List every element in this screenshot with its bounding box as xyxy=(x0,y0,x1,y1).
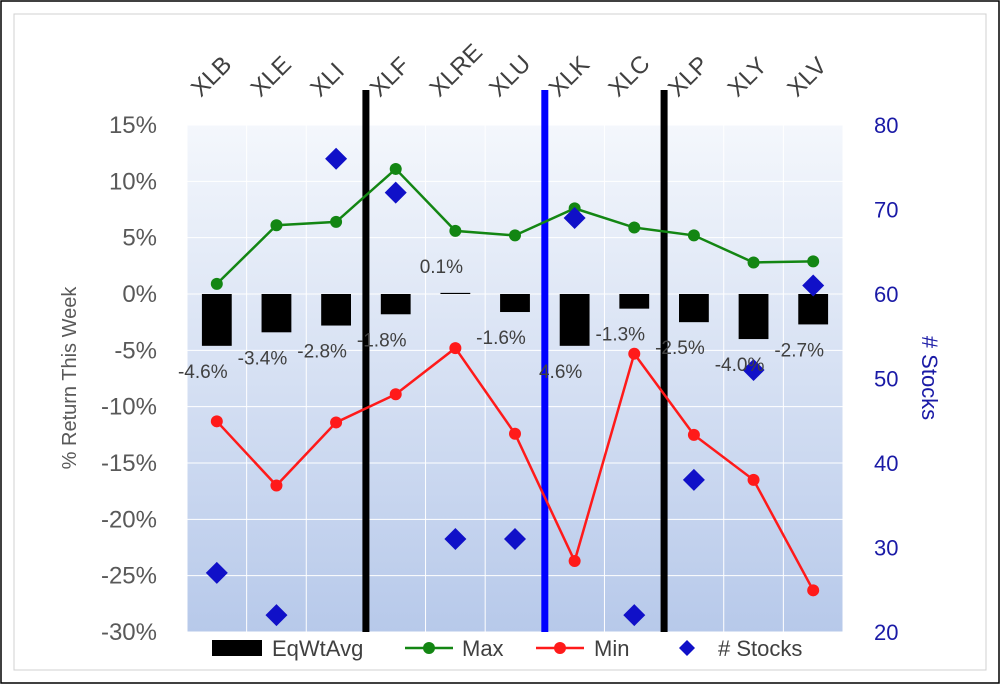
line-series xyxy=(210,162,820,597)
stocks-point-xlc xyxy=(623,604,646,627)
bar-xlb xyxy=(201,294,232,346)
max-point-xlv xyxy=(807,255,820,268)
max-point-xlp xyxy=(687,229,700,242)
stocks-point-xlb xyxy=(205,561,228,584)
y-left-tick-label: 10% xyxy=(109,168,157,195)
bar-xlk xyxy=(559,294,590,346)
stocks-point-xli xyxy=(325,147,348,170)
legend: EqWtAvg Max Min # Stocks xyxy=(212,636,802,661)
min-point-xlf xyxy=(389,388,402,401)
max-point-xlc xyxy=(628,221,641,234)
inner-border xyxy=(13,13,987,671)
bar-label-xlk: 4.6% xyxy=(539,362,582,383)
stocks-point-xly xyxy=(742,359,765,382)
stocks-point-xlu xyxy=(504,528,526,551)
y-right-tick-label: 80 xyxy=(874,113,898,138)
bar-label-xlc: -1.3% xyxy=(595,325,645,346)
max-point-xlb xyxy=(210,277,223,290)
y-left-tick-label: -15% xyxy=(101,450,157,477)
y-left-tick-label: -30% xyxy=(101,619,157,646)
legend-swatch-stocks xyxy=(679,640,695,656)
stocks-point-xlk xyxy=(563,206,586,229)
max-point-xle xyxy=(270,219,283,232)
max-point-xlre xyxy=(449,224,462,237)
min-point-xlb xyxy=(210,415,223,428)
y-left-tick-label: -25% xyxy=(101,563,157,590)
bar-label-xlv: -2.7% xyxy=(774,340,824,361)
min-point-xlk xyxy=(568,555,581,568)
legend-swatch-max-marker xyxy=(423,642,435,654)
bar-label-xly: -4.0% xyxy=(715,355,765,376)
legend-swatch-eqwtavg xyxy=(212,640,262,656)
bar-label-xle: -3.4% xyxy=(238,348,288,369)
legend-label-min: Min xyxy=(594,636,629,661)
y-left-axis-title: % Return This Week xyxy=(59,286,81,470)
min-point-xlv xyxy=(807,584,820,597)
scatter-series xyxy=(205,147,825,627)
y-left-tick-label: -5% xyxy=(114,337,157,364)
min-point-xlu xyxy=(509,427,521,440)
stocks-point-xlp xyxy=(682,468,705,491)
stocks-point-xlf xyxy=(384,181,407,204)
y-left-tick-label: 15% xyxy=(109,112,157,139)
y-left-tick-label: 0% xyxy=(122,281,157,308)
min-point-xlc xyxy=(628,347,641,360)
min-point-xli xyxy=(330,416,343,429)
y-right-axis-title: # Stocks xyxy=(917,336,942,420)
y-right-tick-label: 70 xyxy=(874,198,898,223)
bar-xlre xyxy=(440,292,471,294)
y-right-tick-label: 20 xyxy=(874,620,898,645)
sector-separators xyxy=(362,90,668,632)
bar-label-xlu: -1.6% xyxy=(476,328,526,349)
data-labels: -4.6% -3.4% -2.8% -1.8% 0.1% -1.6% 4.6% -1.3% -2… xyxy=(178,257,824,383)
y-right-tick-label: 50 xyxy=(874,367,898,392)
stocks-point-xle xyxy=(265,604,288,627)
y-right-tick-label: 30 xyxy=(874,536,898,561)
bar-xlc xyxy=(619,294,650,309)
max-point-xly xyxy=(747,256,760,269)
max-point-xlf xyxy=(389,162,402,175)
legend-label-eqwtavg: EqWtAvg xyxy=(272,636,363,661)
max-point-xli xyxy=(330,215,343,228)
bar-xlf xyxy=(380,294,411,315)
y-left-tick-label: 5% xyxy=(122,225,157,252)
bar-xlu xyxy=(500,294,530,313)
y-left-tick-label: -20% xyxy=(101,506,157,533)
bar-xlv xyxy=(798,294,829,325)
min-point-xle xyxy=(270,479,283,492)
legend-swatch-min-marker xyxy=(554,642,566,654)
bar-label-xlb: -4.6% xyxy=(178,362,228,383)
bar-label-xli: -2.8% xyxy=(297,342,347,363)
min-point-xlre xyxy=(449,342,462,355)
legend-label-stocks: # Stocks xyxy=(718,636,802,661)
max-point-xlu xyxy=(509,229,521,242)
legend-label-max: Max xyxy=(462,636,504,661)
bar-label-xlre: 0.1% xyxy=(420,257,463,278)
min-point-xlp xyxy=(687,428,700,441)
bar-xlp xyxy=(679,294,709,323)
y-left-tick-label: -10% xyxy=(101,394,157,421)
bar-label-xlp: -2.5% xyxy=(655,338,705,359)
bar-label-xlf: -1.8% xyxy=(357,330,407,351)
bar-series xyxy=(201,292,829,346)
plot-area xyxy=(187,125,843,632)
min-point-xly xyxy=(747,473,760,486)
y-right-tick-label: 60 xyxy=(874,282,898,307)
y-right-tick-label: 40 xyxy=(874,451,898,476)
bar-xli xyxy=(321,294,351,326)
stocks-point-xlv xyxy=(802,274,825,297)
bar-xly xyxy=(738,294,769,340)
bar-xle xyxy=(261,294,292,333)
stocks-point-xlre xyxy=(444,528,467,551)
